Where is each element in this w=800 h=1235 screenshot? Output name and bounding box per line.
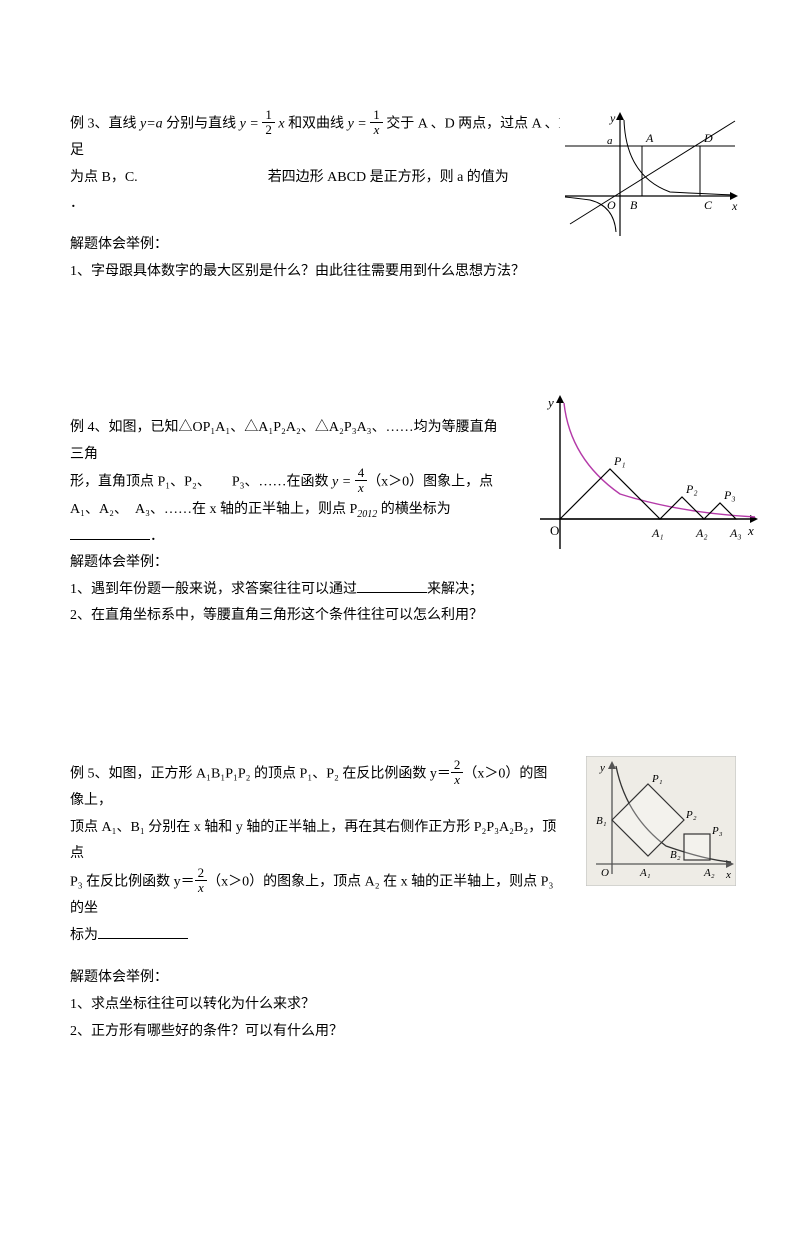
ex4-notes-title: 解题体会举例： bbox=[70, 550, 500, 577]
t: P₃、……在函数 bbox=[232, 475, 332, 490]
t: x bbox=[355, 481, 368, 495]
D-label: D bbox=[703, 131, 713, 145]
example-3: y x O a A D B C 例 3、直线 y=a 分别与直线 y = 12 … bbox=[70, 110, 730, 285]
P1-label: P₁ bbox=[651, 773, 663, 785]
t: 的横坐标为 bbox=[377, 502, 451, 517]
origin-label: O bbox=[550, 523, 559, 538]
t: x bbox=[370, 123, 383, 137]
ex4-note2: 2、在直角坐标系中，等腰直角三角形这个条件往往可以怎么利用？ bbox=[70, 603, 500, 630]
A3-label: A₃ bbox=[729, 526, 742, 540]
ex5-note1: 1、求点坐标往往可以转化为什么来求？ bbox=[70, 992, 560, 1019]
t: x bbox=[195, 881, 208, 895]
ex5-notes-title: 解题体会举例： bbox=[70, 965, 560, 992]
t: x bbox=[451, 773, 464, 787]
ex3-lead: 例 3、直线 bbox=[70, 116, 140, 131]
t: 形，直角顶点 P₁、P₂、 bbox=[70, 475, 204, 490]
blank-ex4-ans bbox=[70, 525, 150, 539]
A1-label: A₁ bbox=[651, 526, 664, 540]
C-label: C bbox=[704, 198, 713, 212]
ex3-note1: 1、字母跟具体数字的最大区别是什么？由此往往需要用到什么思想方法？ bbox=[70, 259, 730, 286]
t: 4 bbox=[355, 466, 368, 481]
axis-y-label: y bbox=[599, 762, 605, 774]
t: 1、遇到年份题一般来说，求答案往往可以通过 bbox=[70, 582, 357, 597]
example-4: y x O P₁ P₂ P₃ A₁ A₂ A₃ 例 4、如图，已知△OP₁A₁、… bbox=[70, 415, 730, 630]
t: 例 5、如图，正方形 A₁B₁P₁P₂ 的顶点 P₁、P₂ 在反比例函数 y＝ bbox=[70, 766, 451, 781]
axis-x-label: x bbox=[747, 523, 754, 538]
t: 标为 bbox=[70, 928, 98, 943]
B-label: B bbox=[630, 198, 638, 212]
t: ． bbox=[150, 529, 164, 544]
origin-label: O bbox=[601, 867, 609, 879]
axis-y-label: y bbox=[609, 111, 616, 125]
ex5-note2: 2、正方形有哪些好的条件？可以有什么用？ bbox=[70, 1019, 560, 1046]
t: A₁、A₂、 A₃、……在 x 轴的正半轴上，则点 P bbox=[70, 502, 357, 517]
t: 来解决； bbox=[427, 582, 483, 597]
t: y = bbox=[332, 475, 355, 490]
example-5: y x O B₁ P₁ P₂ P₃ B₂ A₁ A₂ 例 5、如图，正方形 A₁… bbox=[70, 760, 730, 1045]
t: （x＞0）图象上，点 bbox=[367, 475, 493, 490]
axis-x-label: x bbox=[731, 199, 738, 213]
a-label: a bbox=[607, 135, 613, 147]
t: 为点 B，C. bbox=[70, 170, 138, 185]
blank-ex4-note bbox=[357, 578, 427, 592]
figure-ex4: y x O P₁ P₂ P₃ A₁ A₂ A₃ bbox=[530, 389, 760, 559]
t: 1 bbox=[262, 108, 275, 123]
t: y = bbox=[240, 116, 263, 131]
B1-label: B₁ bbox=[596, 815, 607, 827]
t: 2 bbox=[195, 866, 208, 881]
P3-label: P₃ bbox=[711, 825, 723, 837]
axis-x-label: x bbox=[725, 869, 731, 881]
P2-label: P₂ bbox=[685, 809, 697, 821]
t: y = bbox=[348, 116, 371, 131]
t: 分别与直线 bbox=[163, 116, 240, 131]
A-label: A bbox=[645, 131, 654, 145]
t: x bbox=[275, 116, 285, 131]
t: 2 bbox=[451, 758, 464, 773]
t: P₃ 在反比例函数 y＝ bbox=[70, 874, 195, 889]
P3-label: P₃ bbox=[723, 488, 736, 502]
B2-label: B₂ bbox=[670, 849, 681, 861]
t: 1 bbox=[370, 108, 383, 123]
A2-label: A₂ bbox=[703, 867, 715, 879]
axis-y-label: y bbox=[546, 395, 554, 410]
ex4-line1: 例 4、如图，已知△OP₁A₁、△A₁P₂A₂、△A₂P₃A₃、……均为等腰直角… bbox=[70, 415, 500, 468]
A2-label: A₂ bbox=[695, 526, 708, 540]
t: 若四边形 ABCD 是正方形，则 a 的值为 bbox=[268, 170, 509, 185]
t bbox=[204, 475, 232, 490]
P1-label: P₁ bbox=[613, 454, 626, 468]
ex3-eq1: y=a bbox=[140, 116, 163, 131]
t: 和双曲线 bbox=[285, 116, 348, 131]
P2-label: P₂ bbox=[685, 482, 698, 496]
A1-label: A₁ bbox=[639, 867, 651, 879]
t: 2012 bbox=[357, 509, 377, 520]
t: 2 bbox=[262, 123, 275, 137]
figure-ex5: y x O B₁ P₁ P₂ P₃ B₂ A₁ A₂ bbox=[586, 756, 736, 886]
ex5-line2: 顶点 A₁、B₁ 分别在 x 轴和 y 轴的正半轴上，再在其右侧作正方形 P₂P… bbox=[70, 815, 560, 868]
figure-ex3: y x O a A D B C bbox=[560, 106, 740, 246]
blank-ex5-ans bbox=[98, 925, 188, 939]
